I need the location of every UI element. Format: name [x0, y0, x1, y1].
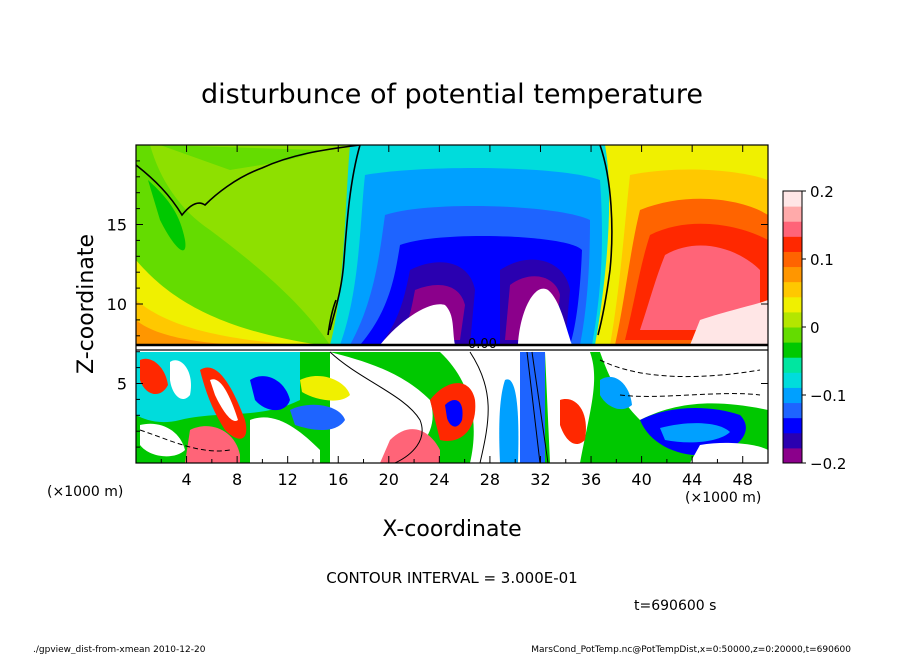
x-tick-label: 8	[232, 470, 242, 489]
colorbar-swatch	[783, 432, 802, 449]
x-axis-title: X-coordinate	[382, 517, 521, 542]
colorbar-tick-label: 0.1	[810, 251, 834, 269]
contour-lines	[136, 145, 768, 463]
colorbar-tick-label: 0.2	[810, 183, 834, 201]
y-tick-label: 10	[107, 295, 127, 314]
colorbar-swatch	[783, 387, 802, 404]
colorbar-swatch	[783, 327, 802, 343]
colorbar-swatch	[783, 372, 802, 388]
x-tick-label: 16	[328, 470, 348, 489]
colorbar-swatch	[783, 402, 802, 419]
colorbar-ticks: 0.2 0.1 0 −0.1 −0.2	[802, 183, 846, 473]
chart-title: disturbunce of potential temperature	[201, 79, 703, 110]
x-tick-label: 20	[379, 470, 399, 489]
colorbar-tick-label: −0.1	[810, 387, 846, 405]
x-tick-label: 36	[581, 470, 601, 489]
footer-left: ./gpview_dist-from-xmean 2010-12-20	[33, 645, 206, 654]
colorbar-swatch	[783, 447, 802, 464]
colorbar-swatch	[783, 206, 802, 222]
x-tick-label: 40	[631, 470, 651, 489]
x-tick-label: 48	[733, 470, 753, 489]
colorbar-swatch	[783, 191, 802, 207]
contour-interval-text: CONTOUR INTERVAL = 3.000E-01	[326, 569, 577, 587]
colorbar-swatch	[783, 236, 802, 252]
x-unit-right: (×1000 m)	[685, 490, 761, 506]
colorbar-swatch	[783, 251, 802, 268]
colorbar-swatch	[783, 311, 802, 328]
colorbar-swatch	[783, 221, 802, 237]
x-tick-label: 24	[429, 470, 449, 489]
x-tick-label: 44	[682, 470, 702, 489]
x-tick-label: 28	[480, 470, 500, 489]
x-axis: 4 8 12 16 20 24 28 32 36 40 44 48	[160, 145, 753, 489]
contour-label: 0.00	[468, 337, 497, 352]
colorbar-swatch	[783, 266, 802, 283]
colorbar-swatch	[783, 417, 802, 434]
colorbar	[783, 191, 802, 464]
y-tick-label: 15	[107, 216, 127, 235]
colorbar-swatch	[783, 342, 802, 358]
colorbar-tick-label: 0	[810, 319, 820, 337]
x-tick-label: 32	[530, 470, 550, 489]
y-axis-title: Z-coordinate	[74, 234, 99, 374]
footer-right: MarsCond_PotTemp.nc@PotTempDist,x=0:5000…	[531, 645, 851, 654]
x-tick-label: 12	[278, 470, 298, 489]
colorbar-tick-label: −0.2	[810, 455, 846, 473]
plot-area	[136, 145, 768, 463]
y-axis: 5 10 15	[107, 160, 768, 448]
x-unit-left: (×1000 m)	[47, 484, 123, 500]
colorbar-swatch	[783, 296, 802, 313]
colorbar-swatch	[783, 281, 802, 298]
y-tick-label: 5	[117, 375, 127, 394]
time-text: t=690600 s	[634, 598, 716, 614]
colorbar-swatch	[783, 357, 802, 373]
x-tick-label: 4	[181, 470, 191, 489]
